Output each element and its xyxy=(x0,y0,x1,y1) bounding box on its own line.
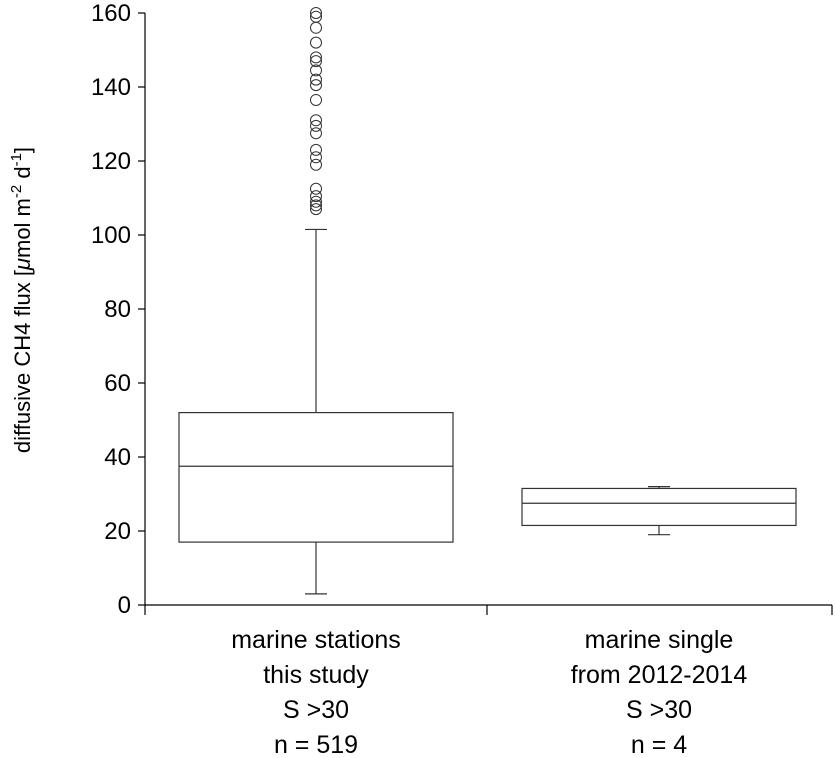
y-axis-label: diffusive CH4 flux [μmol m-2 d-1] xyxy=(8,147,35,453)
y-tick-label: 20 xyxy=(104,518,131,545)
box-series-1 xyxy=(178,7,454,595)
outlier-point xyxy=(310,158,322,171)
category-label-line: from 2012-2014 xyxy=(571,661,748,689)
outlier-point xyxy=(310,73,322,86)
box-iqr xyxy=(178,412,454,543)
outlier-point xyxy=(310,64,322,77)
box-series-2 xyxy=(521,486,797,536)
outlier-point xyxy=(310,119,322,132)
category-label-line: S >30 xyxy=(626,696,692,724)
category-label-line: marine stations xyxy=(231,626,401,654)
y-tick-label: 100 xyxy=(91,222,131,249)
outlier-point xyxy=(310,182,322,195)
outlier-point xyxy=(310,199,322,212)
outlier-point xyxy=(310,203,322,216)
y-tick-label: 80 xyxy=(104,296,131,323)
outlier-point xyxy=(310,10,322,23)
svg-text:diffusive CH4 flux [μmol m-2 d: diffusive CH4 flux [μmol m-2 d-1] xyxy=(8,147,35,453)
y-tick-label: 0 xyxy=(118,592,131,619)
y-label-mu: μ xyxy=(10,258,35,271)
y-label-exp-d: -1 xyxy=(8,153,25,166)
y-tick-label: 120 xyxy=(91,148,131,175)
outlier-point xyxy=(310,51,322,64)
y-label-pre: diffusive CH4 flux [ xyxy=(10,270,35,453)
category-labels: marine stations this study S >30 n = 519 mar… xyxy=(231,626,747,758)
outlier-point xyxy=(310,36,322,49)
axes: 0 20 40 60 80 100 120 140 160 xyxy=(91,0,833,619)
outlier-point xyxy=(310,93,322,106)
y-tick-label: 40 xyxy=(104,444,131,471)
outlier-point xyxy=(310,21,322,34)
outlier-point xyxy=(310,55,322,68)
y-label-post: ] xyxy=(10,147,35,153)
category-label-line: n = 4 xyxy=(631,731,687,758)
y-tick-label: 140 xyxy=(91,74,131,101)
outlier-point xyxy=(310,195,322,208)
outlier-point xyxy=(310,127,322,140)
y-label-exp-m: -2 xyxy=(8,185,25,198)
y-tick-label: 160 xyxy=(91,0,131,27)
category-label-line: S >30 xyxy=(283,696,349,724)
category-label-line: this study xyxy=(263,661,369,689)
category-label-line: marine single xyxy=(585,626,734,654)
boxes xyxy=(178,7,797,595)
outlier-point xyxy=(310,151,322,164)
category-label-line: n = 519 xyxy=(274,731,358,758)
outlier-point xyxy=(310,79,322,92)
y-label-unit: mol m xyxy=(10,198,35,258)
outlier-point xyxy=(310,143,322,156)
outlier-point xyxy=(310,190,322,203)
outlier-point xyxy=(310,114,322,127)
y-tick-label: 60 xyxy=(104,370,131,397)
y-label-unit-d: d xyxy=(10,166,35,184)
outlier-point xyxy=(310,7,322,19)
box-iqr xyxy=(521,487,797,527)
